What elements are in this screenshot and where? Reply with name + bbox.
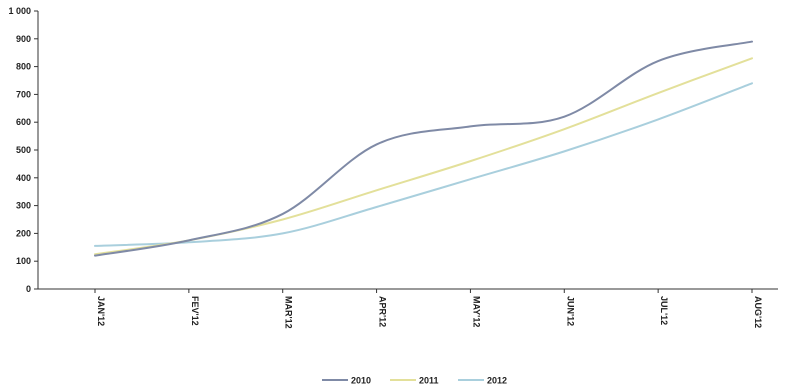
x-tick-label: JUN'12 [565,296,575,326]
x-tick-label: JAN'12 [96,296,106,326]
x-tick-label: MAY'12 [471,296,481,327]
y-tick-label: 500 [16,145,31,155]
y-axis: 0 100 200 300 400 500 600 700 800 900 1 000 [8,6,39,294]
series-line-2012 [94,82,753,247]
legend-label-2011: 2011 [419,376,439,386]
y-tick-label: 1 000 [8,6,31,16]
legend-label-2010: 2010 [351,376,371,386]
y-tick-label: 0 [26,284,31,294]
x-tick-label: JUL'12 [659,296,669,325]
y-tick-label: 100 [16,256,31,266]
y-tick-label: 700 [16,89,31,99]
y-tick-label: 800 [16,62,31,72]
legend-label-2012: 2012 [487,376,507,386]
series-lines [94,40,753,257]
y-tick-label: 300 [16,201,31,211]
y-tick-label: 200 [16,228,31,238]
y-tick-label: 400 [16,173,31,183]
y-tick-label: 600 [16,117,31,127]
y-tick-label: 900 [16,34,31,44]
x-tick-label: APR'12 [378,296,388,327]
x-tick-label: FEV'12 [190,296,200,326]
x-tick-label: MAR'12 [284,296,294,329]
series-line-2010 [94,40,753,257]
legend: 2010 2011 2012 [322,376,507,386]
x-tick-label: AUG'12 [753,296,763,328]
series-line-2011 [94,57,753,256]
x-axis: JAN'12 FEV'12 MAR'12 APR'12 MAY'12 JUN'12 JUL'… [38,288,778,329]
